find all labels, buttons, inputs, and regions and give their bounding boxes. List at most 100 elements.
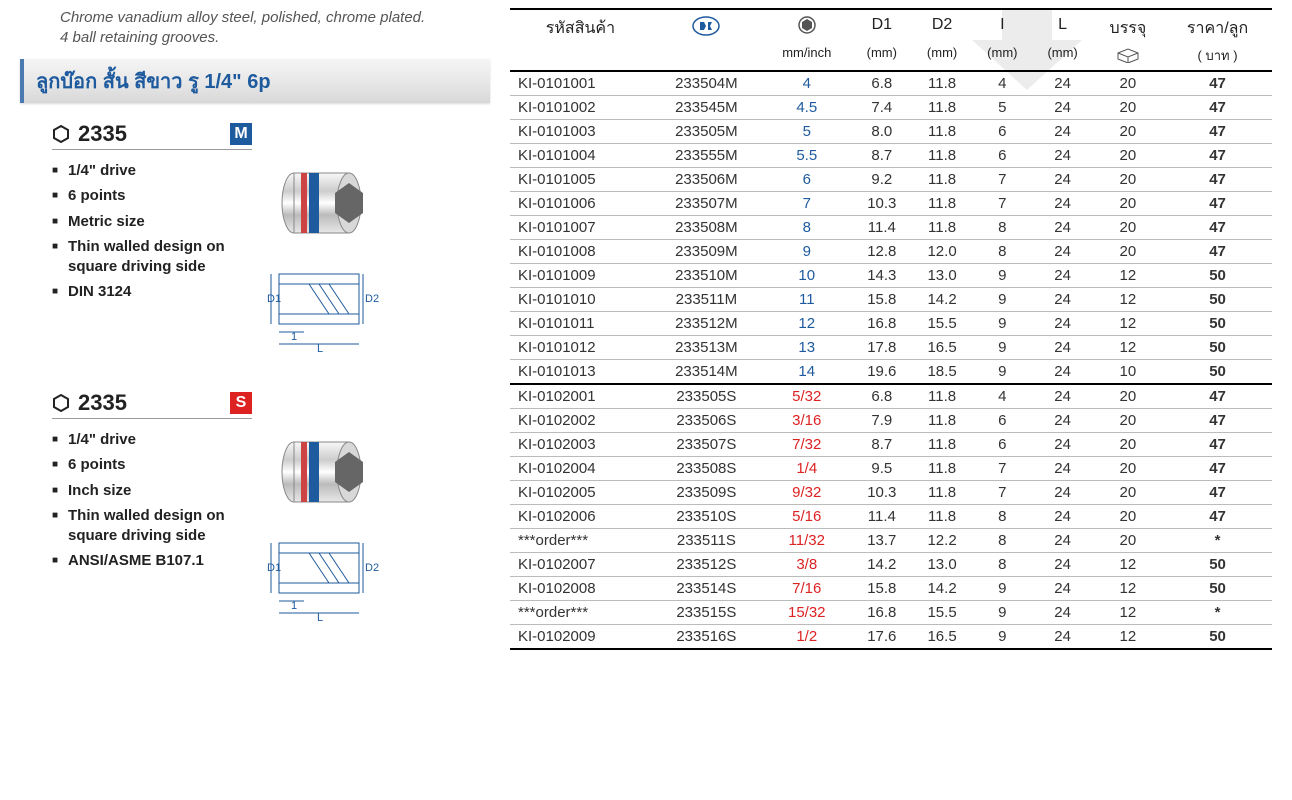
product-body: 1/4" drive6 pointsMetric sizeThin walled… xyxy=(52,158,490,354)
cell-sku: KI-0102004 xyxy=(510,457,651,481)
cell-d1: 6.8 xyxy=(852,71,912,96)
cell-price: 50 xyxy=(1163,360,1272,385)
socket-diagram: D1 D2 1 L xyxy=(249,254,389,354)
cell-d2: 11.8 xyxy=(912,505,972,529)
svg-text:D1: D1 xyxy=(267,293,281,305)
cell-code: 233514M xyxy=(651,360,762,385)
cell-pack: 20 xyxy=(1093,505,1163,529)
cell-code: 233507S xyxy=(651,433,762,457)
cell-code: 233513M xyxy=(651,336,762,360)
cell-pack: 12 xyxy=(1093,336,1163,360)
cell-i: 4 xyxy=(972,384,1032,409)
cell-code: 233555M xyxy=(651,144,762,168)
bullet-item: 1/4" drive xyxy=(52,427,237,453)
cell-sku: KI-0102001 xyxy=(510,384,651,409)
th-sku: รหัสสินค้า xyxy=(510,9,651,43)
cell-price: 50 xyxy=(1163,264,1272,288)
cell-size: 5/32 xyxy=(762,384,852,409)
svg-text:D2: D2 xyxy=(365,293,379,305)
cell-d2: 18.5 xyxy=(912,360,972,385)
cell-d2: 14.2 xyxy=(912,577,972,601)
cell-i: 8 xyxy=(972,216,1032,240)
table-row: KI-0102003 233507S 7/32 8.7 11.8 6 24 20… xyxy=(510,433,1272,457)
cell-price: 50 xyxy=(1163,577,1272,601)
cell-l: 24 xyxy=(1032,481,1092,505)
cell-d2: 11.8 xyxy=(912,168,972,192)
cell-size: 7 xyxy=(762,192,852,216)
svg-text:D2: D2 xyxy=(365,562,379,574)
cell-size: 5/16 xyxy=(762,505,852,529)
cell-d1: 10.3 xyxy=(852,481,912,505)
cell-d2: 11.8 xyxy=(912,384,972,409)
cell-d1: 14.3 xyxy=(852,264,912,288)
cell-i: 6 xyxy=(972,409,1032,433)
cell-price: 47 xyxy=(1163,505,1272,529)
cell-i: 8 xyxy=(972,529,1032,553)
bullet-item: 6 points xyxy=(52,183,237,209)
cell-d2: 11.8 xyxy=(912,120,972,144)
th-size-unit: mm/inch xyxy=(762,43,852,71)
cell-sku: ***order*** xyxy=(510,529,651,553)
cell-pack: 20 xyxy=(1093,409,1163,433)
svg-text:1: 1 xyxy=(291,600,297,612)
hexagon-icon xyxy=(798,16,816,34)
table-row: KI-0102006 233510S 5/16 11.4 11.8 8 24 2… xyxy=(510,505,1272,529)
cell-l: 24 xyxy=(1032,144,1092,168)
cell-l: 24 xyxy=(1032,264,1092,288)
cell-code: 233509M xyxy=(651,240,762,264)
table-row: KI-0101008 233509M 9 12.8 12.0 8 24 20 4… xyxy=(510,240,1272,264)
table-row: KI-0101011 233512M 12 16.8 15.5 9 24 12 … xyxy=(510,312,1272,336)
th-d1-unit: (mm) xyxy=(852,43,912,71)
cell-pack: 20 xyxy=(1093,144,1163,168)
cell-sku: KI-0101007 xyxy=(510,216,651,240)
cell-size: 11/32 xyxy=(762,529,852,553)
cell-code: 233515S xyxy=(651,601,762,625)
cell-d2: 16.5 xyxy=(912,336,972,360)
product-images: D1 D2 1 L xyxy=(249,427,389,623)
cell-code: 233506S xyxy=(651,409,762,433)
cell-l: 24 xyxy=(1032,384,1092,409)
bullet-item: Inch size xyxy=(52,478,237,504)
cell-l: 24 xyxy=(1032,433,1092,457)
cell-l: 24 xyxy=(1032,336,1092,360)
cell-code: 233510S xyxy=(651,505,762,529)
cell-price: 47 xyxy=(1163,240,1272,264)
cell-i: 8 xyxy=(972,505,1032,529)
bullet-item: 1/4" drive xyxy=(52,158,237,184)
cell-price: 50 xyxy=(1163,312,1272,336)
brand-logo-icon xyxy=(692,16,720,36)
cell-l: 24 xyxy=(1032,216,1092,240)
cell-price: 47 xyxy=(1163,144,1272,168)
cell-size: 6 xyxy=(762,168,852,192)
cell-d2: 11.8 xyxy=(912,409,972,433)
table-row: KI-0101003 233505M 5 8.0 11.8 6 24 20 47 xyxy=(510,120,1272,144)
cell-d1: 17.6 xyxy=(852,625,912,650)
cell-pack: 20 xyxy=(1093,120,1163,144)
hexagon-icon xyxy=(52,394,70,412)
cell-d1: 15.8 xyxy=(852,577,912,601)
cell-l: 24 xyxy=(1032,601,1092,625)
th-l-unit: (mm) xyxy=(1032,43,1092,71)
cell-sku: KI-0102003 xyxy=(510,433,651,457)
cell-size: 10 xyxy=(762,264,852,288)
cell-d2: 15.5 xyxy=(912,601,972,625)
cell-d1: 14.2 xyxy=(852,553,912,577)
cell-d1: 17.8 xyxy=(852,336,912,360)
cell-d1: 13.7 xyxy=(852,529,912,553)
cell-price: * xyxy=(1163,601,1272,625)
cell-i: 7 xyxy=(972,168,1032,192)
cell-code: 233512M xyxy=(651,312,762,336)
cell-price: 47 xyxy=(1163,481,1272,505)
table-row: KI-0101005 233506M 6 9.2 11.8 7 24 20 47 xyxy=(510,168,1272,192)
cell-d2: 11.8 xyxy=(912,144,972,168)
badge-s: S xyxy=(230,392,252,414)
cell-d1: 8.7 xyxy=(852,144,912,168)
cell-sku: KI-0101013 xyxy=(510,360,651,385)
cell-code: 233508M xyxy=(651,216,762,240)
cell-d1: 10.3 xyxy=(852,192,912,216)
cell-pack: 12 xyxy=(1093,288,1163,312)
bullet-item: Thin walled design on square driving sid… xyxy=(52,503,237,548)
cell-code: 233504M xyxy=(651,71,762,96)
cell-d1: 11.4 xyxy=(852,216,912,240)
cell-sku: KI-0101011 xyxy=(510,312,651,336)
